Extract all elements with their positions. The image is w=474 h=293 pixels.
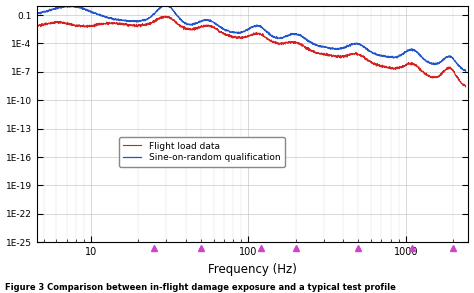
Sine-on-random qualification [451,57,456,60]
Flight load data [243,35,248,38]
Flight load data [451,69,456,73]
Line: Flight load data: Flight load data [36,16,465,87]
Sine-on-random qualification [34,12,39,16]
Flight load data [450,69,456,72]
Legend: Flight load data, Sine-on-random qualification: Flight load data, Sine-on-random qualifi… [119,137,285,167]
X-axis label: Frequency (Hz): Frequency (Hz) [208,263,297,276]
Sine-on-random qualification [372,52,377,56]
Sine-on-random qualification [163,3,168,6]
Flight load data [163,14,168,18]
Sine-on-random qualification [231,30,237,34]
Sine-on-random qualification [450,57,456,61]
Line: Sine-on-random qualification: Sine-on-random qualification [36,5,465,71]
Flight load data [372,62,377,65]
Flight load data [463,85,468,88]
Sine-on-random qualification [243,29,248,33]
Flight load data [231,36,237,40]
Sine-on-random qualification [463,69,468,73]
Flight load data [55,21,61,25]
Flight load data [34,23,39,27]
Sine-on-random qualification [55,6,61,9]
Text: Figure 3 Comparison between in-flight damage exposure and a typical test profile: Figure 3 Comparison between in-flight da… [5,282,396,292]
